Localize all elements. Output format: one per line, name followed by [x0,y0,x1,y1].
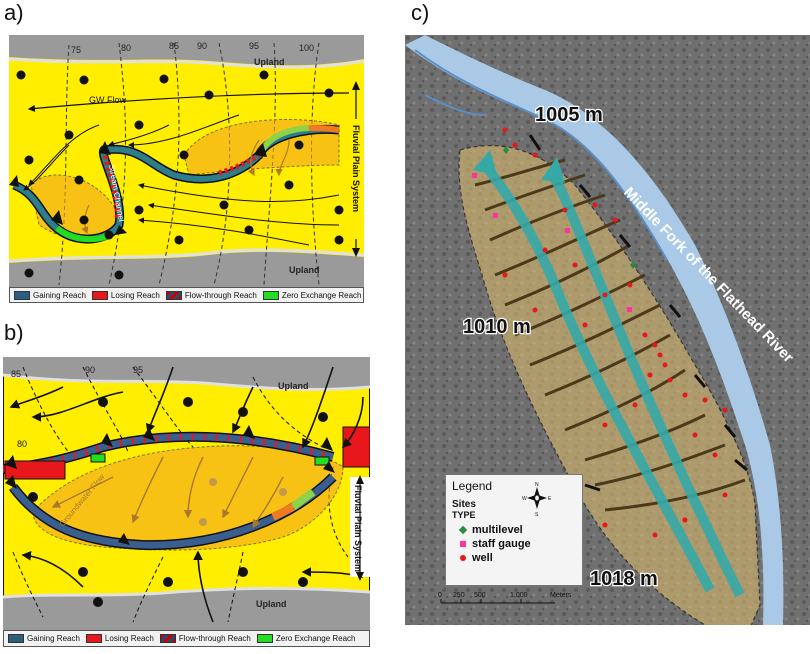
multilevel-marker [458,525,468,535]
elevation-1018: 1018 m [590,568,658,590]
compass-rose-icon: N S W E [522,482,552,517]
reach-legend-b: Gaining Reach Losing Reach Flow-through … [3,630,370,647]
losing-swatch [91,290,108,300]
panel-label-b: b) [4,320,24,345]
panel-a-diagram: 75 80 85 90 95 100 Upland Upland GW Flow… [8,35,365,287]
gw-flow-arrow-west [481,161,715,593]
flowthrough-swatch [165,290,182,300]
upland-top-label-b: Upland [278,381,309,391]
legend-well: well [460,552,576,564]
reach-legend-a: Gaining Reach Losing Reach Flow-through … [9,287,364,303]
gaining-swatch [14,290,30,300]
elevation-1010: 1010 m [463,316,531,338]
elevation-1005: 1005 m [535,104,603,126]
legend-title: Legend [452,479,493,493]
legend-zero-b: Zero Exchange Reach [256,634,356,643]
contour-b-90: 90 [85,365,95,375]
upland-bottom-area [9,251,364,287]
gw-flow-arrow [27,92,350,113]
scale-tick-500: 500 [474,592,486,599]
legend-zero-a: Zero Exchange Reach [262,290,362,300]
panel-a-svg: 75 80 85 90 95 100 Upland Upland GW Flow… [8,35,365,287]
panel-label-c: c) [411,0,430,25]
gw-flow-label: GW Flow [89,95,126,105]
legend-losing-b: Losing Reach [85,634,154,643]
zero-swatch [262,290,279,300]
contour-label-75: 75 [71,45,81,55]
legend-type: TYPE [452,510,476,520]
upland-top-label: Upland [254,57,285,67]
contour-label-100: 100 [299,43,314,53]
legend-sites: Sites [452,499,476,510]
upland-bottom-label-b: Upland [256,599,287,609]
panel-label-a: a) [4,0,24,25]
panel-b-diagram: 85 90 95 80 Upland Upland Groundwater Fl… [2,356,371,631]
staff-gauge-marker [460,541,466,547]
map-legend: Legend Sites TYPE multilevel staff gauge… [445,474,583,586]
scale-tick-250: 250 [453,592,465,599]
compass-s: S [535,512,539,517]
scale-unit: Meters [550,592,572,599]
legend-gaining-a: Gaining Reach [14,290,86,300]
contour-label-95: 95 [249,41,259,51]
compass-e: E [548,496,552,502]
fluvial-plain-label-b: Fluvial Plain System [353,485,363,572]
contour-label-90: 90 [197,41,207,51]
legend-flowthrough-a: Flow-through Reach [165,290,257,300]
legend-losing-a: Losing Reach [91,290,160,300]
contour-label-80: 80 [121,43,131,53]
fluvial-plain-label-a: Fluvial Plain System [351,125,361,212]
contour-label-85: 85 [169,41,179,51]
channel-upper-flowthrough [2,433,334,473]
river [405,35,784,625]
legend-flowthrough-b: Flow-through Reach [159,634,251,643]
contour-b-95: 95 [133,365,143,375]
scale-tick-1000: 1,000 [510,592,528,599]
panel-b-svg: 85 90 95 80 Upland Upland Groundwater Fl… [2,356,371,631]
compass-w: W [522,496,527,502]
legend-multilevel: multilevel [458,524,576,536]
scale-tick-0: 0 [438,592,442,599]
legend-gaining-b: Gaining Reach [8,634,80,643]
contour-b-85: 85 [11,369,21,379]
legend-staff-gauge: staff gauge [460,538,576,550]
contour-b-80: 80 [17,439,27,449]
well-marker [460,555,466,561]
compass-n: N [535,482,539,488]
gw-flow-arrow-east [548,172,745,598]
upland-bottom-label: Upland [289,265,320,275]
